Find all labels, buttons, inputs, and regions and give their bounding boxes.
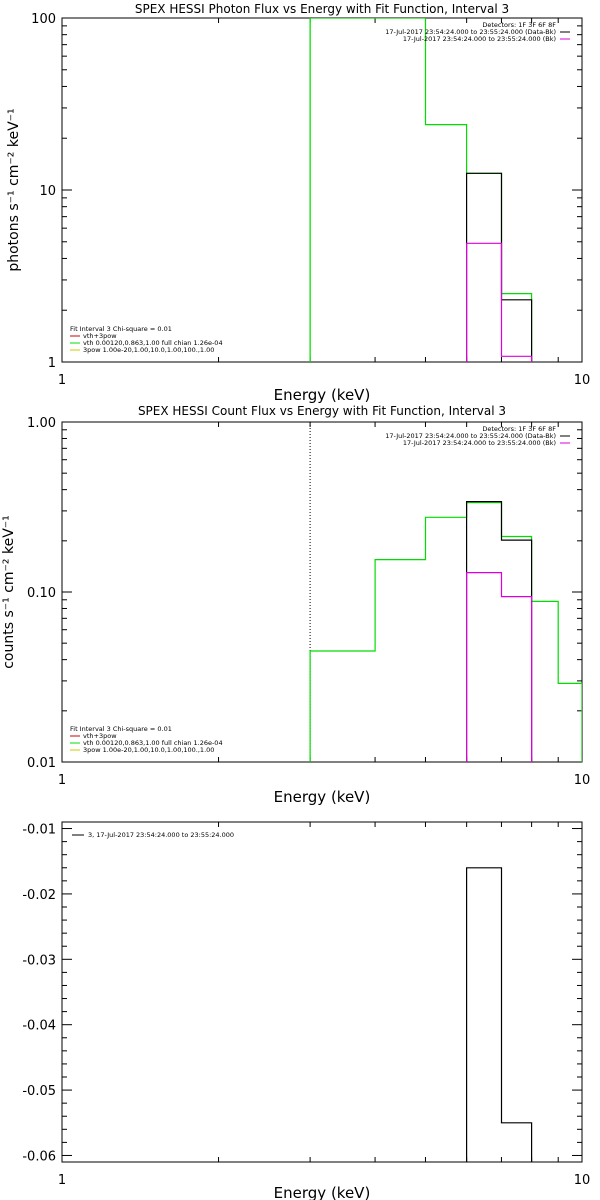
y-tick-label: -0.05 — [22, 1084, 56, 1099]
plot-frame — [61, 821, 583, 1163]
legend-header-text: 17-Jul-2017 23:54:24.000 to 23:55:24.000… — [403, 35, 556, 43]
y-tick-label: 100 — [31, 12, 56, 27]
fit-legend-text: 3pow 1.00e-20,1.00,10.0,1.00,100.,1.00 — [83, 346, 214, 354]
y-tick-label: -0.03 — [22, 953, 56, 968]
x-axis-label: Energy (keV) — [274, 1184, 371, 1200]
fit-legend-text: vth 0.00120,0.863,1.00 full chian 1.26e-… — [83, 739, 223, 747]
x-axis-label: Energy (keV) — [274, 788, 371, 806]
y-tick-label: 0.10 — [27, 586, 56, 601]
x-tick-label: 10 — [574, 1173, 591, 1188]
legend-header-text: Detectors: 1F 3F 6F 8F — [482, 425, 556, 433]
y-tick-label: 1 — [48, 356, 56, 371]
x-axis-label: Energy (keV) — [274, 386, 371, 404]
y-tick-label: 1.00 — [27, 416, 56, 431]
x-tick-label: 10 — [574, 773, 591, 788]
y-tick-label: -0.04 — [22, 1019, 56, 1034]
x-tick-label: 1 — [58, 1173, 66, 1188]
fit-legend-title: Fit Interval 3 Chi-square = 0.01 — [70, 325, 172, 333]
y-tick-label: -0.02 — [22, 888, 56, 903]
series-model-line — [309, 18, 533, 362]
y-tick-label: -0.01 — [22, 823, 56, 838]
legend-header-text: 17-Jul-2017 23:54:24.000 to 23:55:24.000… — [385, 28, 556, 36]
fit-legend-text: vth+3pow — [83, 732, 117, 740]
count-flux-panel: SPEX HESSI Count Flux vs Energy with Fit… — [1, 404, 590, 806]
legend-header-text: Detectors: 1F 3F 6F 8F — [482, 21, 556, 29]
fit-legend-text: vth+3pow — [83, 332, 117, 340]
x-tick-label: 1 — [58, 773, 66, 788]
y-axis-label: photons s⁻¹ cm⁻² keV⁻¹ — [6, 108, 22, 271]
x-tick-label: 1 — [58, 373, 66, 388]
series-bkg-line — [466, 242, 533, 362]
chart-title: SPEX HESSI Photon Flux vs Energy with Fi… — [135, 2, 509, 16]
legend-text: 3, 17-Jul-2017 23:54:24.000 to 23:55:24.… — [88, 831, 234, 839]
series-bkg-line — [466, 572, 533, 762]
y-axis-label: counts s⁻¹ cm⁻² keV⁻¹ — [1, 515, 17, 669]
residuals-panel: 1 10 -0.01 -0.02 -0.03 -0.04 -0.05 -0.06 Energy … — [22, 821, 591, 1200]
chart-title: SPEX HESSI Count Flux vs Energy with Fit… — [138, 404, 506, 418]
fit-legend-text: 3pow 1.00e-20,1.00,10.0,1.00,100.,1.00 — [83, 746, 214, 754]
y-tick-label: 0.01 — [27, 756, 56, 771]
series-model-line — [309, 502, 582, 762]
fit-legend-title: Fit Interval 3 Chi-square = 0.01 — [70, 725, 172, 733]
plot-frame — [61, 421, 583, 763]
legend-header-text: 17-Jul-2017 23:54:24.000 to 23:55:24.000… — [385, 432, 556, 440]
y-tick-label: -0.06 — [22, 1149, 56, 1164]
y-tick-label: 10 — [39, 184, 56, 199]
series-data-line — [466, 867, 533, 1162]
legend-header-text: 17-Jul-2017 23:54:24.000 to 23:55:24.000… — [403, 439, 556, 447]
series-data-line — [466, 172, 533, 362]
photon-flux-panel: SPEX HESSI Photon Flux vs Energy with Fi… — [6, 2, 590, 404]
x-tick-label: 10 — [574, 373, 591, 388]
plot-frame — [61, 17, 583, 363]
fit-legend-text: vth 0.00120,0.863,1.00 full chian 1.26e-… — [83, 339, 223, 347]
series-data-line — [466, 501, 533, 762]
